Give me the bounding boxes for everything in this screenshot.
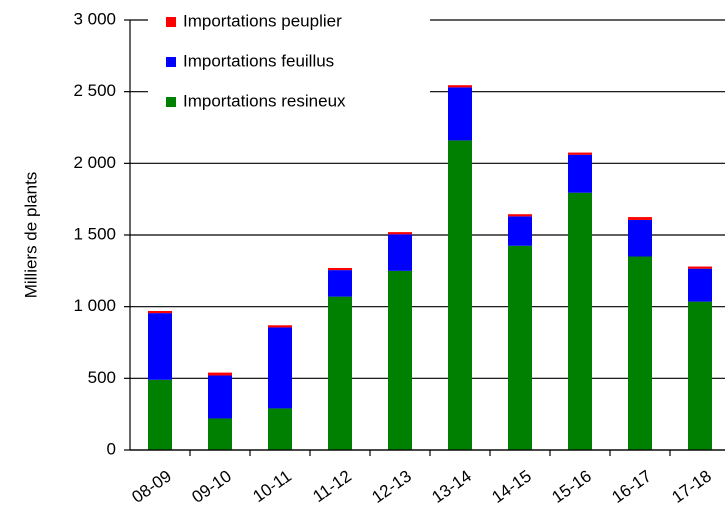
legend-swatch	[166, 57, 176, 67]
bar-segment	[268, 325, 292, 328]
legend-label: Importations resineux	[183, 91, 346, 110]
x-tick-label: 12-13	[368, 466, 415, 507]
y-tick-label: 2 000	[73, 153, 116, 172]
bar-segment	[148, 379, 172, 450]
x-tick-label: 14-15	[488, 466, 535, 507]
bar-segment	[388, 232, 412, 235]
x-tick-label: 16-17	[608, 466, 655, 507]
bar-segment	[208, 375, 232, 419]
bar-segment	[208, 418, 232, 450]
y-tick-label: 2 500	[73, 81, 116, 100]
legend-box	[148, 6, 430, 118]
bar-segment	[388, 234, 412, 271]
bar-segment	[688, 301, 712, 450]
y-tick-label: 3 000	[73, 9, 116, 28]
bar-segment	[148, 310, 172, 314]
bar-segment	[328, 296, 352, 450]
bar-segment	[508, 216, 532, 246]
bar-segment	[448, 140, 472, 450]
x-tick-label: 08-09	[128, 466, 175, 507]
y-tick-label: 500	[88, 368, 116, 387]
bar-segment	[268, 408, 292, 450]
legend-swatch	[166, 17, 176, 27]
bar-segment	[568, 192, 592, 450]
x-tick-label: 09-10	[188, 466, 235, 507]
bar-segment	[448, 85, 472, 88]
x-tick-label: 17-18	[668, 466, 715, 507]
legend-label: Importations feuillus	[183, 51, 334, 70]
x-tick-label: 10-11	[249, 466, 294, 506]
y-tick-label: 0	[107, 439, 116, 458]
legend-label: Importations peuplier	[183, 11, 342, 30]
bar-segment	[208, 372, 232, 376]
bar-segment	[148, 313, 172, 380]
bar-segment	[448, 87, 472, 141]
bar-segment	[268, 327, 292, 409]
bar-segment	[688, 268, 712, 302]
bar-segment	[628, 217, 652, 220]
bar-segment	[328, 270, 352, 297]
bar-segment	[628, 219, 652, 257]
bar-segment	[508, 214, 532, 217]
bar-segment	[568, 152, 592, 155]
y-tick-label: 1 500	[73, 224, 116, 243]
y-tick-label: 1 000	[73, 296, 116, 315]
bar-segment	[628, 256, 652, 450]
bar-segment	[508, 245, 532, 450]
x-tick-label: 13-14	[428, 466, 475, 507]
y-axis-label: Milliers de plants	[21, 172, 40, 299]
x-tick-label: 11-12	[309, 466, 354, 506]
bar-segment	[388, 270, 412, 450]
bar-segment	[328, 267, 352, 271]
legend-swatch	[166, 97, 176, 107]
bar-segment	[688, 266, 712, 269]
x-tick-label: 15-16	[548, 466, 595, 507]
bar-segment	[568, 154, 592, 193]
